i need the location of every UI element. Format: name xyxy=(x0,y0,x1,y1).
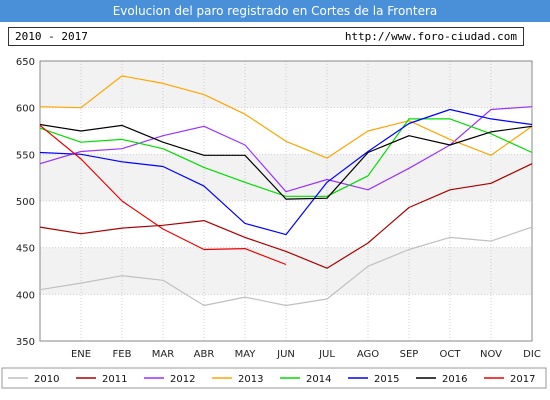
grid-band xyxy=(40,61,532,108)
series-line-2015 xyxy=(39,108,533,236)
legend-label-2012: 2012 xyxy=(170,374,195,385)
period-label: 2010 - 2017 xyxy=(15,30,88,43)
legend-label-2014: 2014 xyxy=(306,374,331,385)
y-tick-label: 450 xyxy=(16,244,35,255)
series-line-2011 xyxy=(39,163,533,269)
y-tick-label: 650 xyxy=(16,57,35,68)
legend-label-2010: 2010 xyxy=(34,374,59,385)
series-line-2013 xyxy=(39,75,533,159)
chart-title: Evolucion del paro registrado en Cortes … xyxy=(0,0,550,22)
legend xyxy=(1,367,547,389)
y-tick-label: 350 xyxy=(16,337,35,348)
y-tick-label: 550 xyxy=(16,150,35,161)
x-tick-label: MAR xyxy=(152,349,174,360)
x-tick-label: JUL xyxy=(318,349,335,360)
x-tick-label: NOV xyxy=(480,349,502,360)
y-tick-label: 500 xyxy=(16,197,35,208)
x-tick-label: ABR xyxy=(194,349,215,360)
x-tick-label: FEB xyxy=(113,349,132,360)
x-tick-label: MAY xyxy=(235,349,257,360)
x-tick-label: ENE xyxy=(71,349,91,360)
legend-label-2017: 2017 xyxy=(510,374,535,385)
legend-label-2016: 2016 xyxy=(442,374,467,385)
legend-label-2015: 2015 xyxy=(374,374,399,385)
x-tick-label: SEP xyxy=(400,349,419,360)
series-line-2010 xyxy=(39,226,533,307)
info-bar: 2010 - 2017 http://www.foro-ciudad.com xyxy=(8,27,524,46)
source-url: http://www.foro-ciudad.com xyxy=(344,30,517,43)
y-tick-label: 400 xyxy=(16,290,35,301)
x-tick-label: JUN xyxy=(276,349,295,360)
plot-border xyxy=(39,60,533,342)
series-line-2014 xyxy=(39,118,533,197)
y-tick-label: 600 xyxy=(16,104,35,115)
x-tick-label: AGO xyxy=(357,349,379,360)
x-tick-label: DIC xyxy=(523,349,541,360)
legend-label-2013: 2013 xyxy=(238,374,263,385)
legend-label-2011: 2011 xyxy=(102,374,127,385)
series-line-2017 xyxy=(39,124,287,266)
x-tick-label: OCT xyxy=(440,349,462,360)
series-line-2016 xyxy=(39,123,533,200)
